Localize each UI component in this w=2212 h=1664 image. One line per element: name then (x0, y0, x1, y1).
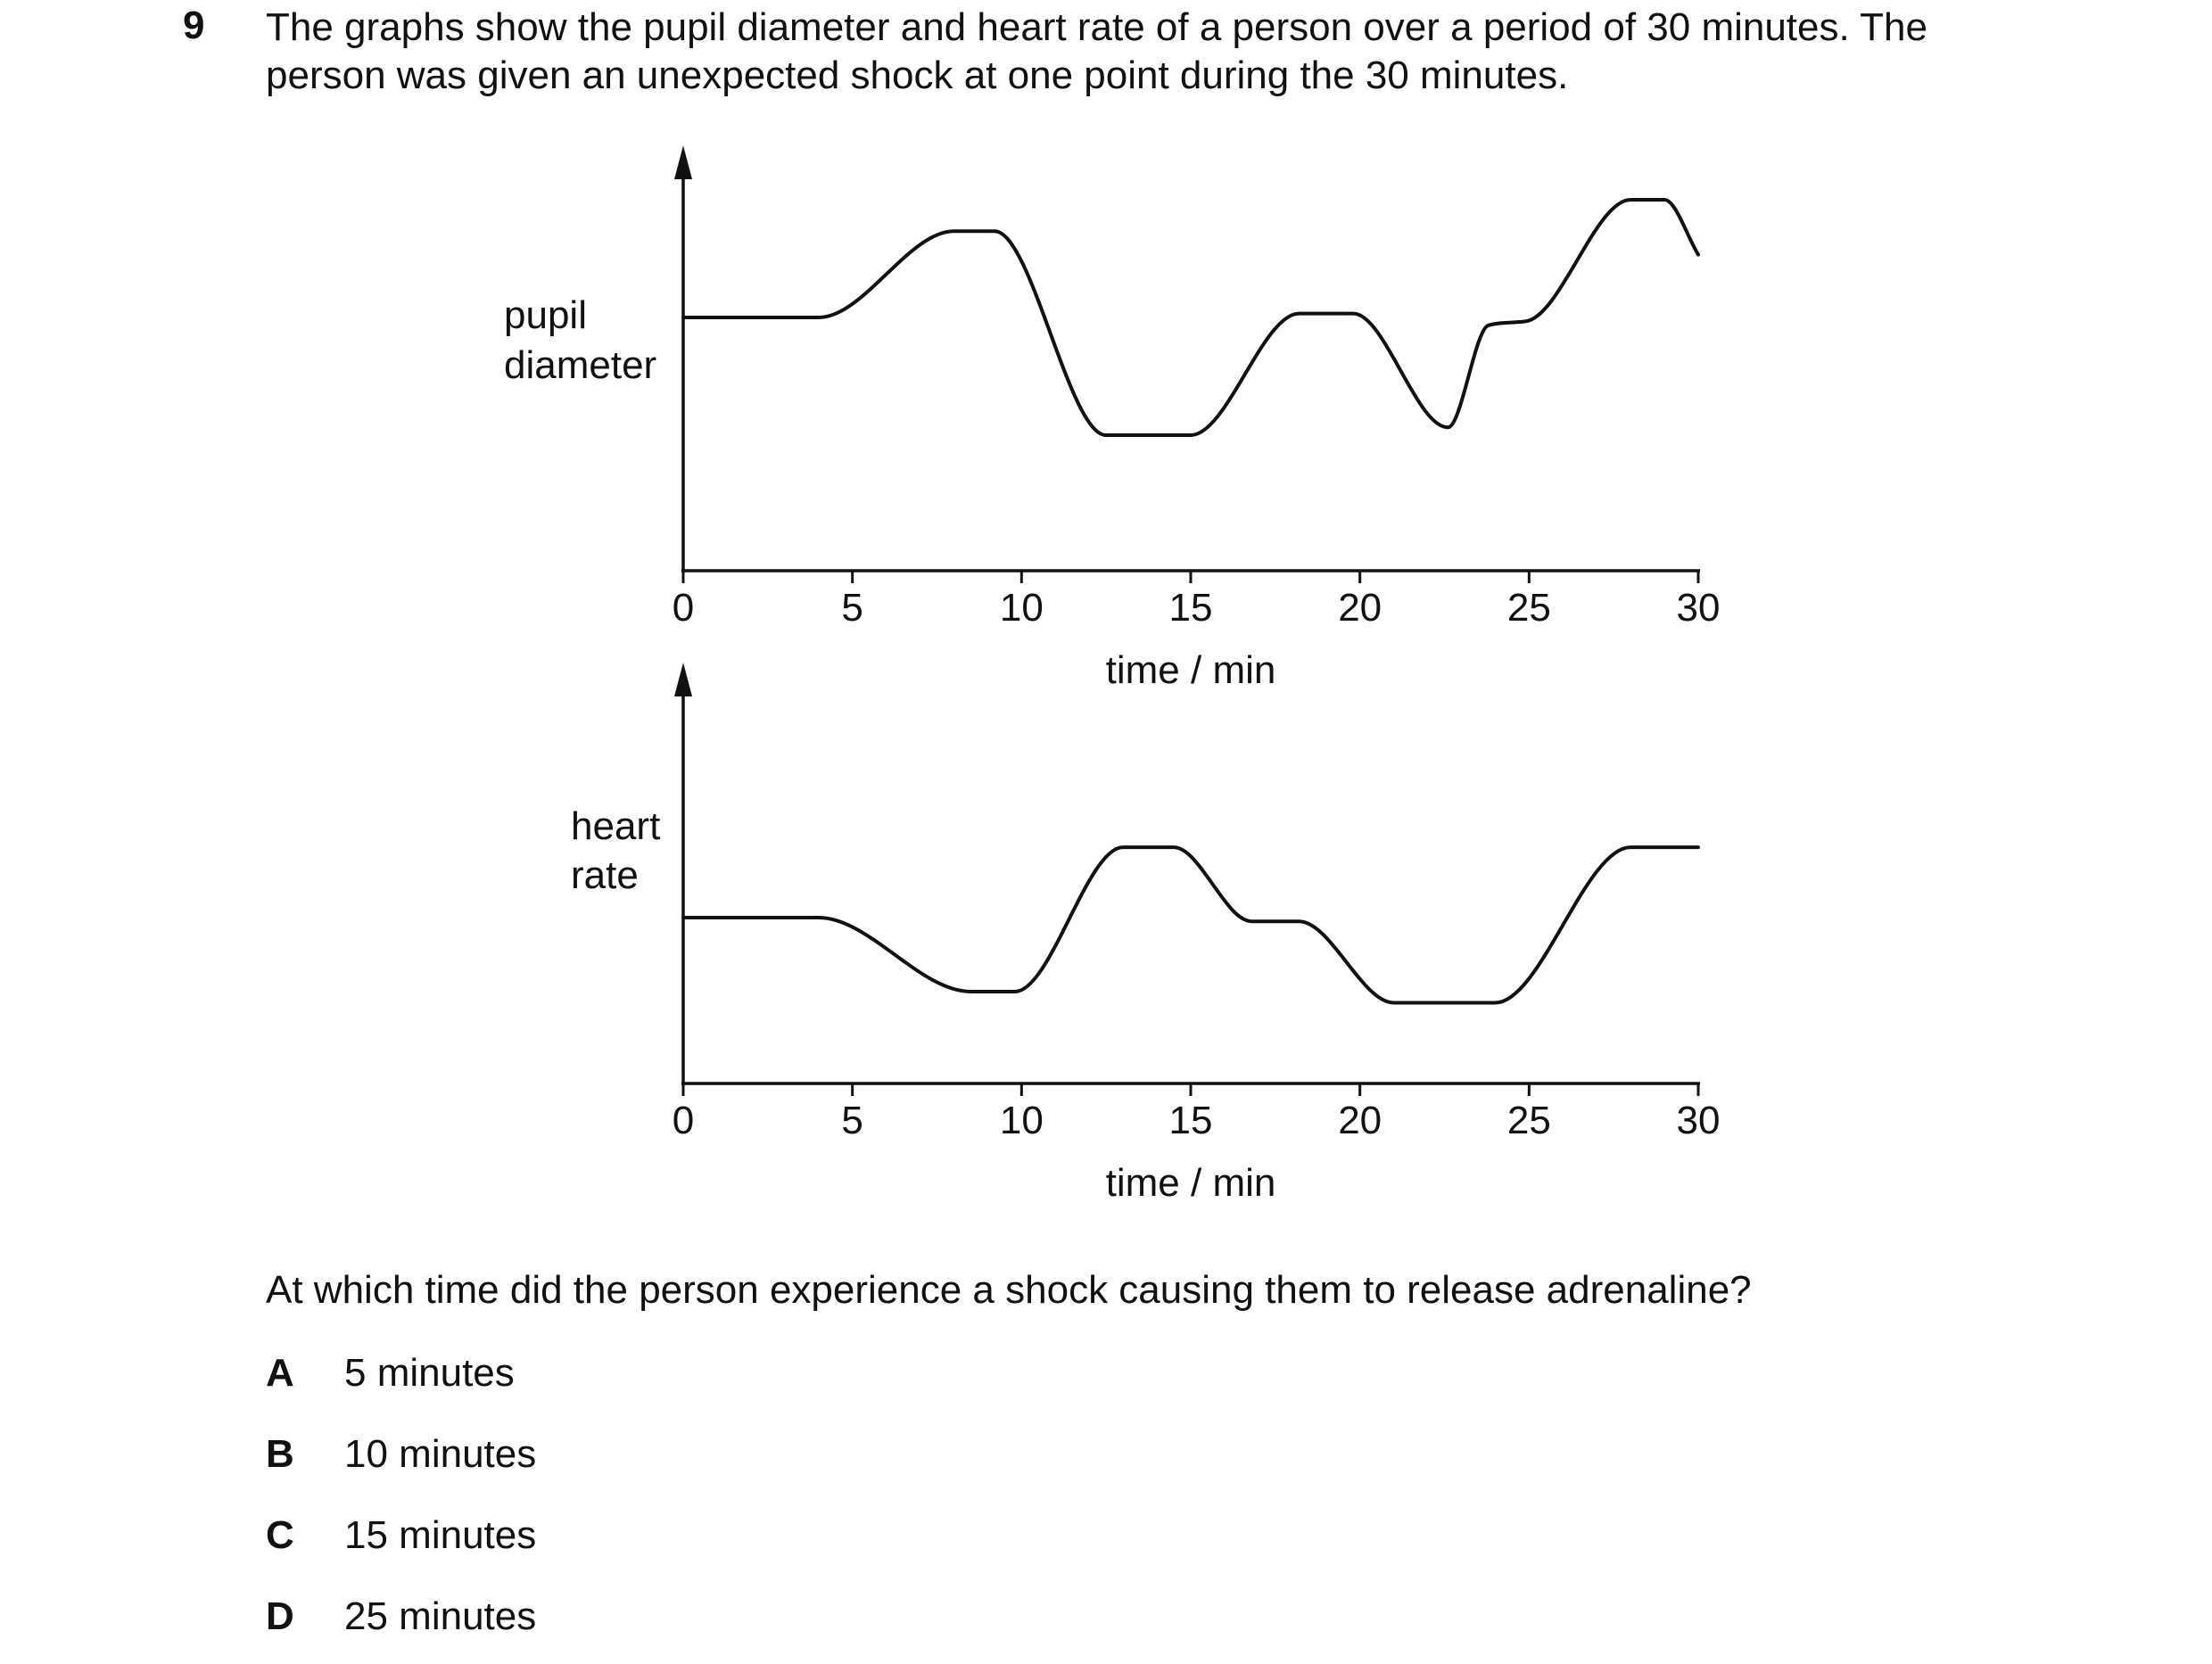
heart-x-tick-label: 20 (1338, 1099, 1382, 1142)
pupil-x-tick-label: 0 (673, 586, 694, 630)
heart-y-axis-label-line: heart (571, 804, 660, 848)
option-c-text: 15 minutes (344, 1513, 537, 1557)
heart-series-line (681, 845, 1700, 1005)
heart-x-tick-label: 25 (1507, 1099, 1551, 1142)
pupil-x-tick-label: 30 (1677, 586, 1721, 630)
heart-x-tick-label: 10 (1000, 1099, 1044, 1142)
heart-x-tick-label: 15 (1169, 1099, 1213, 1142)
option-a-letter: A (266, 1351, 294, 1395)
heart-y-axis-label-line: rate (571, 853, 639, 897)
heart-y-axis-arrow (674, 663, 692, 696)
option-a-text: 5 minutes (344, 1351, 515, 1395)
pupil-x-axis-label: time / min (1106, 648, 1276, 692)
pupil-x-tick-label: 5 (841, 586, 863, 630)
question-stem-line-2: person was given an unexpected shock at … (266, 54, 1569, 97)
question-number: 9 (183, 4, 205, 47)
pupil-x-tick-label: 15 (1169, 586, 1213, 630)
pupil-x-tick-label: 25 (1507, 586, 1551, 630)
option-b-letter: B (266, 1432, 294, 1476)
option-b-text: 10 minutes (344, 1432, 537, 1476)
question-prompt: At which time did the person experience … (266, 1268, 1752, 1312)
heart-x-tick-label: 30 (1677, 1099, 1721, 1142)
question-stem: The graphs show the pupil diameter and h… (266, 4, 2068, 100)
option-c-letter: C (266, 1513, 294, 1557)
pupil-y-axis-label-line: pupil (504, 293, 587, 337)
pupil-x-tick-label: 10 (1000, 586, 1044, 630)
question-stem-line-1: The graphs show the pupil diameter and h… (266, 5, 1927, 49)
option-d-letter: D (266, 1594, 294, 1638)
option-d-text: 25 minutes (344, 1594, 537, 1638)
heart-x-axis-label: time / min (1106, 1161, 1276, 1205)
pupil-x-tick-label: 20 (1338, 586, 1382, 630)
heart-x-tick-label: 5 (841, 1099, 863, 1142)
heart-x-tick-label: 0 (673, 1099, 694, 1142)
pupil-y-axis-arrow (674, 145, 692, 179)
pupil-y-axis-label-line: diameter (504, 343, 656, 387)
pupil-series-line (681, 198, 1700, 438)
